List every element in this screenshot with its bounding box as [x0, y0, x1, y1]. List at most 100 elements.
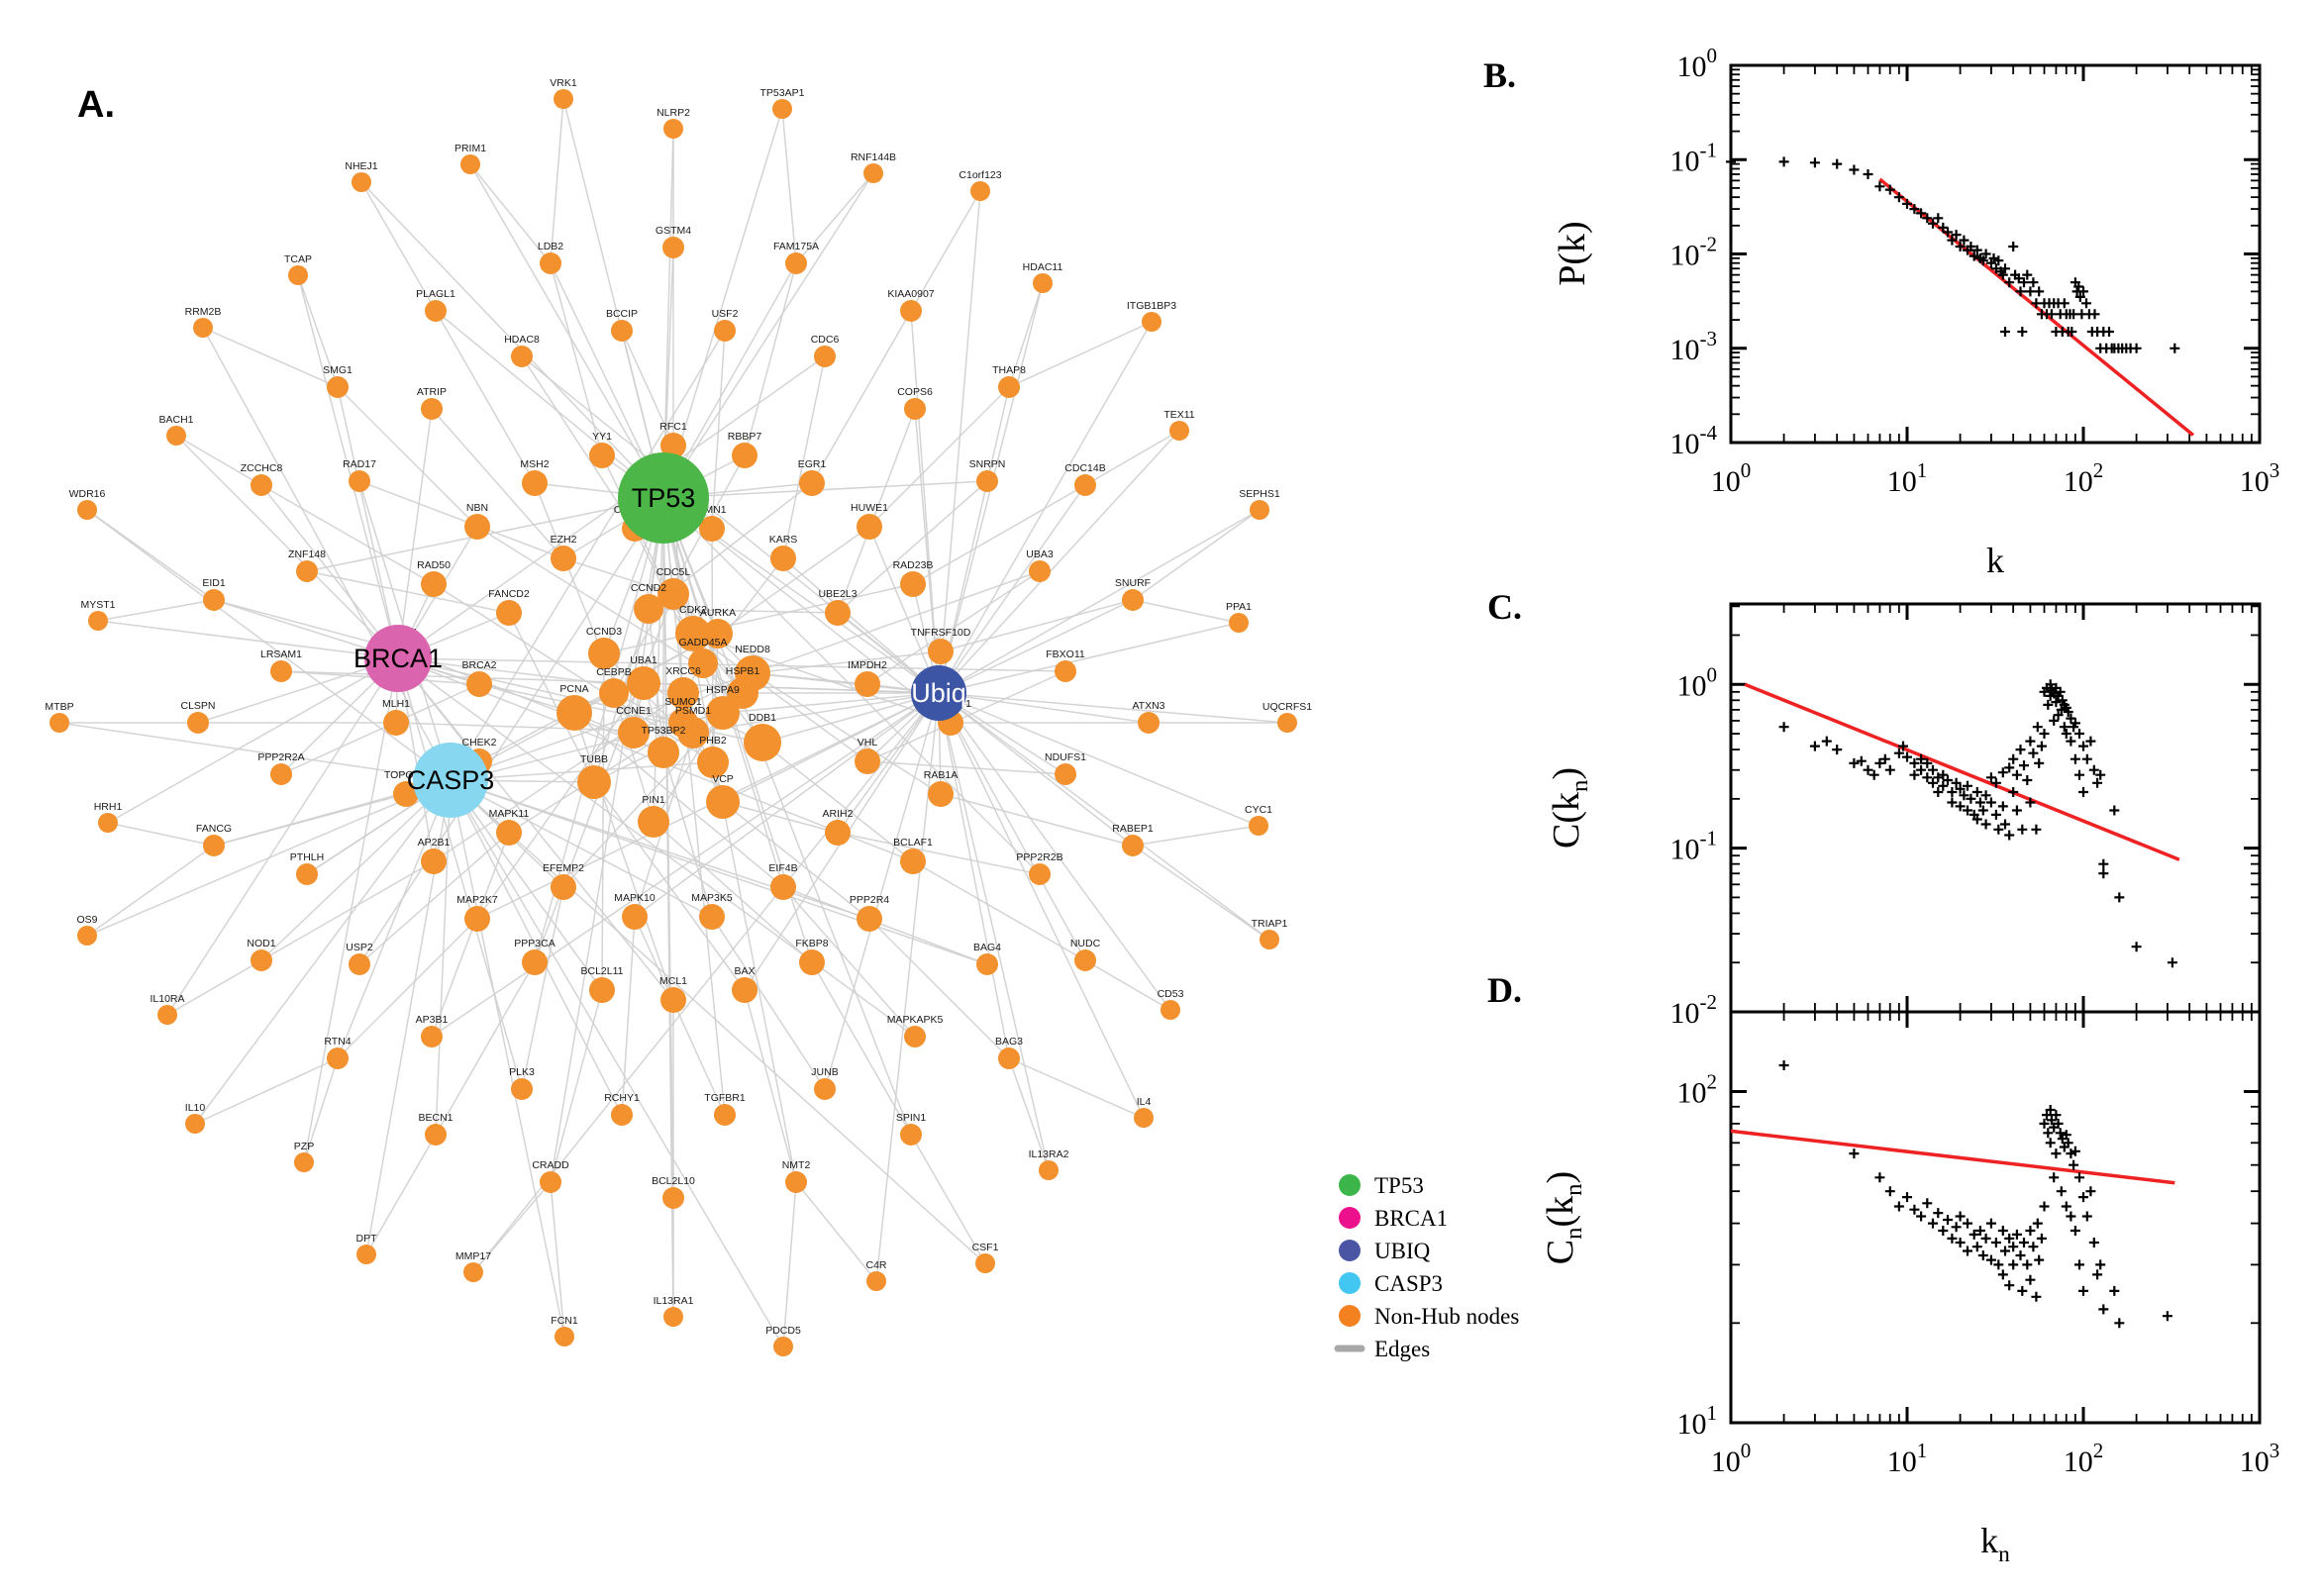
- network-node: [551, 874, 576, 900]
- network-node: [187, 712, 209, 734]
- network-node-label: NDUFS1: [1045, 751, 1086, 763]
- network-node-label: ATXN3: [1132, 700, 1164, 712]
- network-edge: [86, 779, 452, 937]
- network-node-label: SNRPN: [969, 458, 1006, 470]
- network-edge: [1132, 599, 1240, 624]
- network-node: [1249, 816, 1268, 836]
- network-edge: [166, 657, 399, 1016]
- network-edge: [175, 435, 262, 486]
- network-edge: [938, 622, 1240, 694]
- network-node-label: PPP2R4: [850, 894, 889, 906]
- network-edge: [469, 163, 552, 264]
- network-edge: [782, 557, 940, 694]
- network-node: [1029, 560, 1051, 582]
- network-edge: [450, 779, 784, 1347]
- network-node-label: USP2: [346, 942, 373, 953]
- network-edge: [58, 722, 452, 781]
- network-node-label: TGFBR1: [704, 1092, 746, 1104]
- network-node-label: CRADD: [532, 1159, 569, 1171]
- network-edge: [166, 959, 262, 1016]
- legend-swatch-circle: [1339, 1240, 1361, 1261]
- network-edge: [337, 386, 478, 528]
- y-tick-label: 10-2: [1670, 233, 1718, 272]
- y-tick-label: 10-1: [1670, 827, 1718, 866]
- network-node-label: MLH1: [382, 698, 410, 710]
- network-edge: [938, 692, 1134, 847]
- network-node-label: MMP17: [455, 1250, 491, 1262]
- network-node: [618, 717, 650, 748]
- network-node: [667, 677, 699, 709]
- network-edge: [197, 657, 399, 724]
- network-node-label: PLAGL1: [416, 288, 455, 300]
- network-edge: [297, 274, 339, 388]
- network-node: [814, 346, 836, 367]
- network-edge: [260, 860, 435, 961]
- network-edge: [1084, 430, 1180, 486]
- network-node-label: UBA3: [1026, 549, 1054, 560]
- network-edge: [662, 108, 783, 499]
- network-edge: [662, 480, 988, 499]
- network-node-label: C1orf123: [959, 169, 1001, 181]
- network-edge: [107, 657, 399, 824]
- network-edge: [868, 386, 1010, 528]
- network-edge: [194, 1057, 339, 1125]
- network-node-label: RCHY1: [604, 1092, 640, 1104]
- network-node-label: TNFRSF10D: [911, 627, 971, 639]
- network-node: [296, 863, 318, 885]
- network-node: [349, 470, 370, 492]
- hub-label-brca1: BRCA1: [354, 644, 443, 673]
- network-edge: [550, 1181, 565, 1338]
- panel-c-label: C.: [1487, 587, 1522, 627]
- network-node: [638, 806, 669, 838]
- network-edge: [761, 692, 940, 744]
- network-nodes: [50, 89, 1297, 1356]
- network-node: [185, 1114, 205, 1134]
- network-node: [463, 1262, 483, 1282]
- network-edge: [260, 484, 435, 585]
- network-edge: [562, 557, 674, 595]
- y-axis-label: P(k): [1552, 221, 1593, 285]
- network-edge: [717, 526, 870, 635]
- network-node: [1138, 712, 1160, 734]
- network-node: [588, 638, 620, 669]
- legend-item: CASP3: [1339, 1271, 1443, 1296]
- network-node-label: JUNB: [811, 1066, 838, 1078]
- network-edge: [337, 918, 478, 1059]
- network-node-label: KARS: [769, 534, 798, 546]
- network-node-label: PDCD5: [765, 1325, 801, 1337]
- network-node-label: C4R: [865, 1259, 886, 1271]
- plot-ticks: [1729, 63, 2262, 445]
- network-edge: [722, 692, 940, 803]
- network-node: [634, 594, 663, 624]
- network-node: [551, 546, 576, 571]
- network-node: [744, 724, 781, 761]
- x-axis-label: kn​: [1980, 1521, 2010, 1567]
- network-edge: [397, 657, 674, 1001]
- network-node: [706, 696, 740, 730]
- network-node: [1260, 930, 1279, 949]
- network-node: [772, 99, 792, 119]
- network-node-label: MAP3K5: [691, 892, 733, 904]
- network-node-label: CHEK2: [461, 737, 496, 748]
- network-node: [714, 1104, 736, 1126]
- network-node: [540, 1171, 561, 1193]
- network-node-label: MAP2K7: [456, 894, 498, 906]
- network-node: [1277, 713, 1297, 733]
- network-node: [611, 1104, 633, 1126]
- network-edge: [1132, 509, 1261, 601]
- network-node-label: ITGB1BP3: [1127, 300, 1176, 312]
- network-node-label: RRM2B: [185, 306, 222, 318]
- network-node: [773, 1337, 793, 1356]
- network-node: [1122, 835, 1144, 856]
- network-node-label: MAPKAPK5: [887, 1014, 944, 1026]
- panel-a-label: A.: [77, 84, 115, 126]
- network-node-label: RBBP7: [728, 431, 762, 443]
- y-axis-label: C(kn​): [1546, 767, 1593, 848]
- network-node-label: MAPK10: [614, 892, 656, 904]
- network-edge: [837, 692, 940, 834]
- network-node-label: CDC5L: [656, 566, 691, 578]
- network-edge: [910, 190, 981, 312]
- data-points: [1778, 1060, 2172, 1329]
